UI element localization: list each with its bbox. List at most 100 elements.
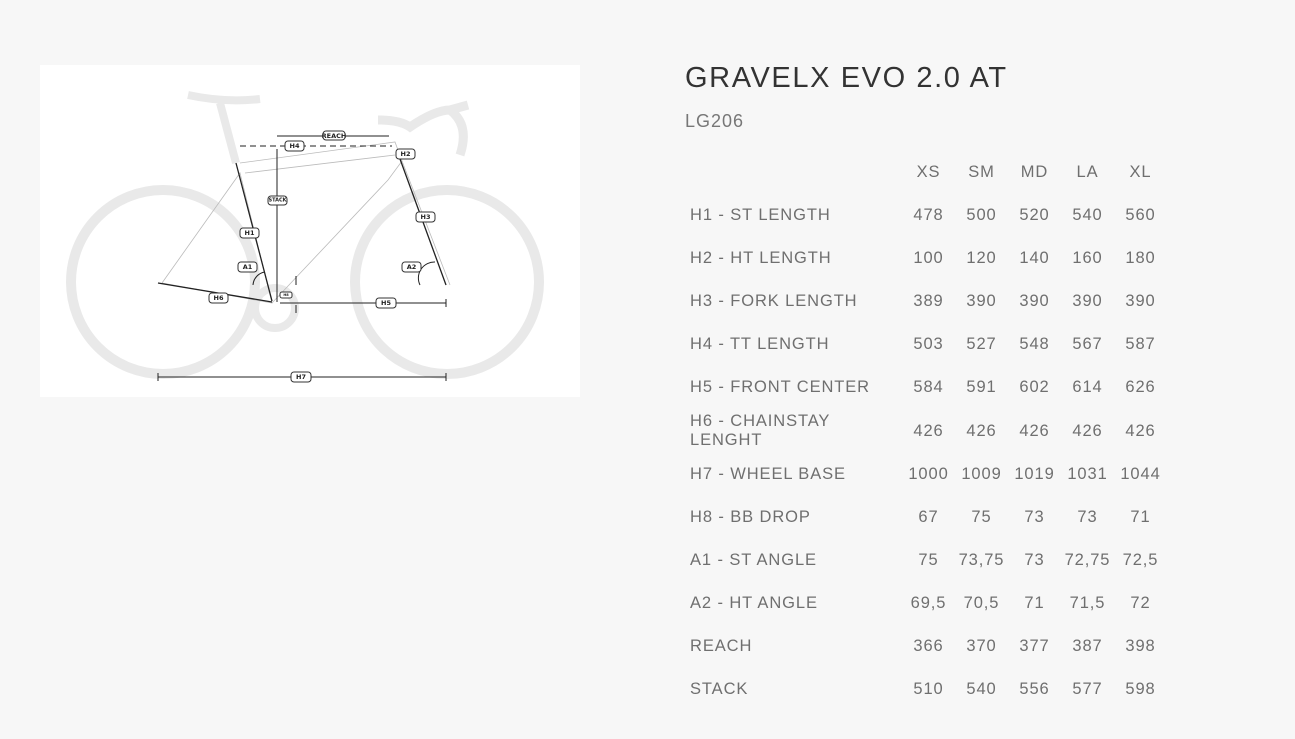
row-value: 614 [1072, 378, 1103, 397]
row-value: 71 [1024, 593, 1045, 612]
row-value: 180 [1125, 249, 1156, 268]
svg-text:A2: A2 [407, 263, 417, 271]
table-row: A2 - HT ANGLE 69,5 70,5 71 71,5 72 [684, 582, 1167, 625]
row-value: 540 [966, 680, 997, 699]
row-label: STACK [690, 680, 749, 699]
row-value: 72,5 [1122, 550, 1159, 569]
svg-text:A1: A1 [243, 263, 253, 271]
row-value: 426 [1019, 421, 1050, 440]
row-label: H7 - WHEEL BASE [690, 464, 846, 483]
row-label: A1 - ST ANGLE [690, 550, 817, 569]
row-value: 426 [1072, 421, 1103, 440]
row-value: 390 [1019, 292, 1050, 311]
table-row: H4 - TT LENGTH 503 527 548 567 587 [684, 323, 1167, 366]
geometry-table: XS SM MD LA XL H1 - ST LENGTH 478 500 520 54… [684, 151, 1167, 711]
h7-label: H7 [290, 371, 312, 383]
seatpost [216, 101, 240, 165]
svg-text:H7: H7 [296, 373, 306, 381]
row-value: 426 [913, 421, 944, 440]
row-label: H5 - FRONT CENTER [690, 378, 871, 397]
row-value: 67 [918, 507, 939, 526]
row-label: A2 - HT ANGLE [690, 593, 818, 612]
row-value: 426 [966, 421, 997, 440]
row-value: 387 [1072, 636, 1103, 655]
size-header: SM [968, 163, 995, 181]
row-value: 1009 [961, 464, 1002, 483]
size-header: MD [1020, 163, 1049, 181]
row-label: H3 - FORK LENGTH [690, 292, 858, 311]
row-label: H6 - CHAINSTAY LENGHT [690, 412, 831, 450]
saddle [187, 91, 261, 105]
row-value: 556 [1019, 680, 1050, 699]
row-value: 478 [913, 206, 944, 225]
size-header: XL [1129, 163, 1152, 181]
product-code: LG206 [685, 111, 745, 131]
row-value: 72 [1130, 593, 1151, 612]
size-header-row: XS SM MD LA XL [684, 151, 1167, 194]
row-value: 75 [918, 550, 939, 569]
row-value: 426 [1125, 421, 1156, 440]
row-value: 75 [971, 507, 992, 526]
row-value: 73 [1024, 550, 1045, 569]
h4-label: H4 [284, 140, 305, 152]
row-value: 1019 [1014, 464, 1055, 483]
row-value: 527 [966, 335, 997, 354]
row-value: 70,5 [963, 593, 1000, 612]
table-row: H6 - CHAINSTAY LENGHT 426 426 426 426 426 [684, 409, 1167, 452]
row-value: 567 [1072, 335, 1103, 354]
row-value: 389 [913, 292, 944, 311]
row-label: H2 - HT LENGTH [690, 249, 832, 268]
row-value: 100 [913, 249, 944, 268]
h2-label: H2 [395, 148, 416, 160]
row-value: 510 [913, 680, 944, 699]
row-value: 390 [966, 292, 997, 311]
row-value: 584 [913, 378, 944, 397]
size-header: LA [1076, 163, 1099, 181]
row-label: REACH [690, 636, 753, 655]
row-value: 520 [1019, 206, 1050, 225]
h1-label: H1 [239, 227, 260, 239]
geometry-diagram: REACH H4 H2 STACK H3 H1 A1 A2 H6 H8 H5 H… [40, 65, 580, 397]
svg-text:H1: H1 [245, 229, 255, 237]
h8-label: H8 [279, 291, 293, 299]
row-value: 73,75 [958, 550, 1005, 569]
row-value: 500 [966, 206, 997, 225]
svg-text:STACK: STACK [268, 198, 287, 204]
table-row: H7 - WHEEL BASE 1000 1009 1019 1031 1044 [684, 453, 1167, 496]
row-value: 390 [1072, 292, 1103, 311]
row-value: 1044 [1120, 464, 1161, 483]
row-value: 69,5 [910, 593, 947, 612]
row-value: 577 [1072, 680, 1103, 699]
svg-text:H3: H3 [421, 213, 431, 221]
row-value: 73 [1077, 507, 1098, 526]
row-value: 120 [966, 249, 997, 268]
row-value: 398 [1125, 636, 1156, 655]
row-value: 71,5 [1069, 593, 1106, 612]
row-label: H8 - BB DROP [690, 507, 811, 526]
table-row: H2 - HT LENGTH 100 120 140 160 180 [684, 237, 1167, 280]
chainring [251, 284, 299, 332]
stack-label: STACK [267, 195, 288, 206]
row-value: 1031 [1067, 464, 1108, 483]
row-value: 503 [913, 335, 944, 354]
product-title: GRAVELX EVO 2.0 AT [685, 62, 1008, 94]
row-value: 591 [966, 378, 997, 397]
row-value: 73 [1024, 507, 1045, 526]
row-label: H1 - ST LENGTH [690, 206, 831, 225]
row-value: 366 [913, 636, 944, 655]
svg-text:H2: H2 [401, 150, 411, 158]
reach-label: REACH [322, 130, 347, 141]
row-value: 370 [966, 636, 997, 655]
row-value: 560 [1125, 206, 1156, 225]
row-value: 587 [1125, 335, 1156, 354]
row-value: 71 [1130, 507, 1151, 526]
row-value: 602 [1019, 378, 1050, 397]
svg-text:H8: H8 [283, 293, 289, 297]
front-wheel [350, 185, 544, 379]
row-value: 160 [1072, 249, 1103, 268]
row-value: 548 [1019, 335, 1050, 354]
svg-text:REACH: REACH [322, 132, 347, 140]
header-spacer [684, 151, 902, 194]
row-value: 598 [1125, 680, 1156, 699]
h3-label: H3 [415, 211, 436, 223]
